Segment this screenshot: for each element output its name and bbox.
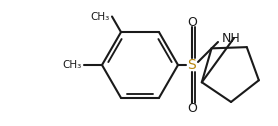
- Text: CH₃: CH₃: [63, 60, 82, 70]
- Text: O: O: [187, 15, 197, 28]
- Text: NH: NH: [222, 32, 241, 44]
- Text: O: O: [187, 102, 197, 115]
- Text: S: S: [188, 58, 196, 72]
- Text: CH₃: CH₃: [91, 11, 110, 22]
